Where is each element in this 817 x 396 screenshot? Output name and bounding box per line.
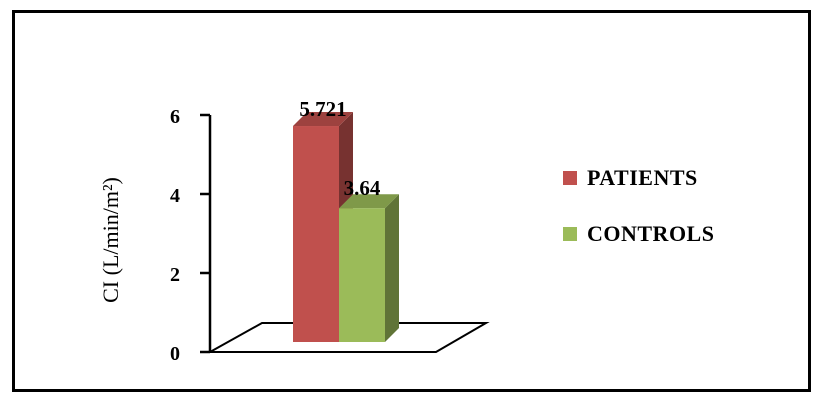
data-label-patients: 5.721 [299, 97, 346, 121]
bar-top-controls [339, 194, 399, 209]
y-tick-label: 6 [170, 106, 180, 128]
y-tick-label: 0 [170, 343, 180, 365]
y-axis-title: CI (L/min/m²) [98, 177, 123, 303]
bar-side-controls [385, 194, 399, 342]
y-tick-label: 4 [170, 185, 180, 207]
bar-patients [293, 126, 339, 342]
legend-label-controls: CONTROLS [587, 221, 714, 246]
data-label-controls: 3.64 [344, 176, 381, 200]
bar-controls [339, 208, 385, 342]
legend-label-patients: PATIENTS [587, 165, 698, 190]
y-tick-label: 2 [170, 264, 180, 286]
legend-swatch-patients [563, 171, 577, 185]
legend-swatch-controls [563, 227, 577, 241]
bar-top-patients [293, 112, 353, 127]
